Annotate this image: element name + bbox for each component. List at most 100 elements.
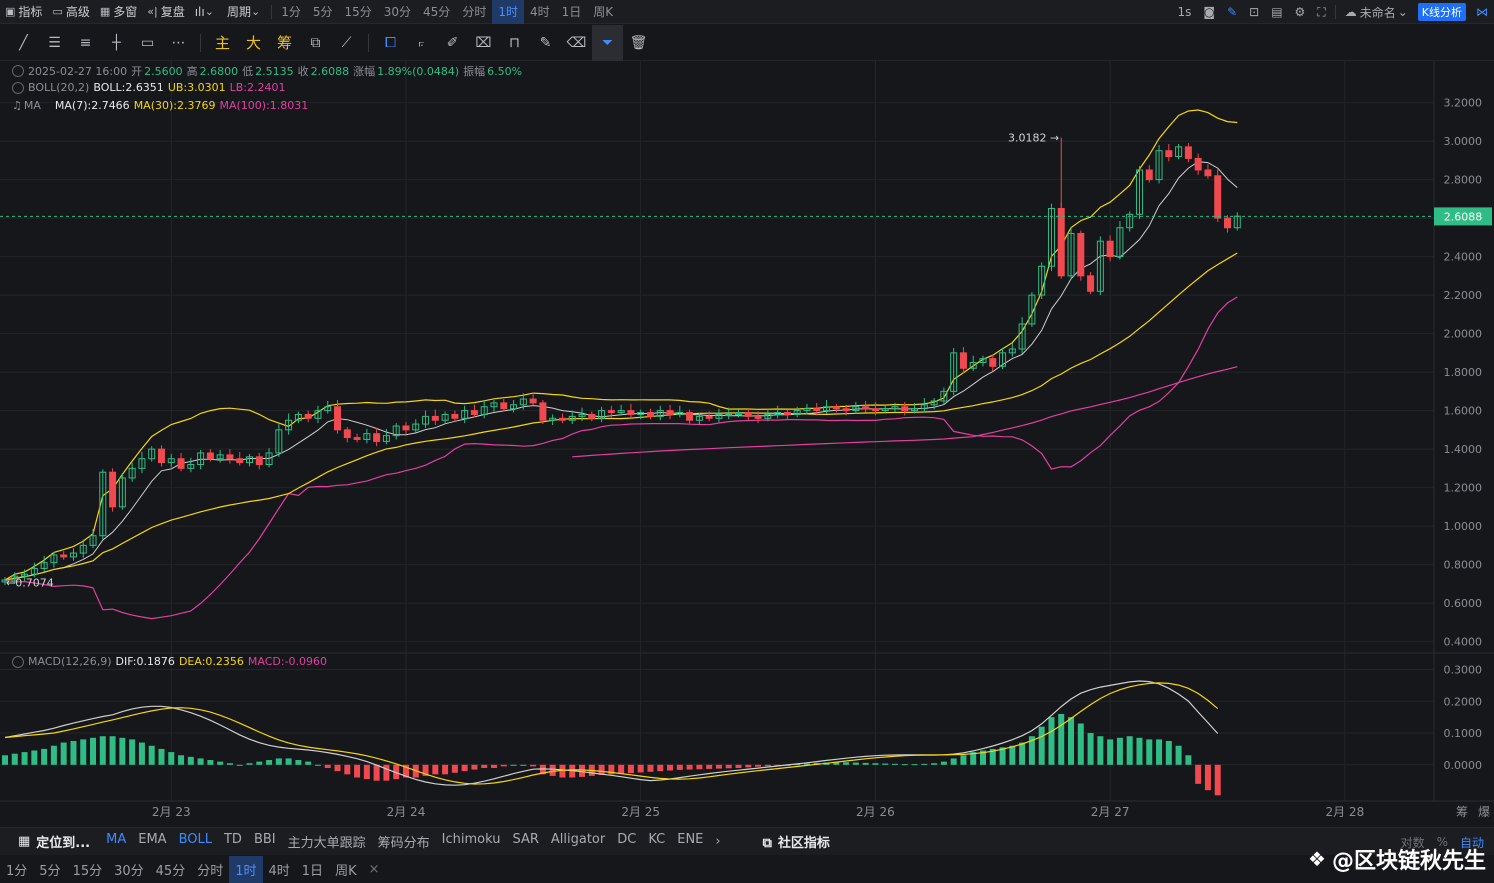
- ruler-icon[interactable]: ⟔: [418, 34, 425, 51]
- indicator-item[interactable]: MA: [106, 832, 127, 847]
- horizontal-lines-icon[interactable]: ≡: [79, 34, 92, 51]
- eye-icon[interactable]: [12, 81, 24, 94]
- period-tab[interactable]: 周K: [593, 5, 614, 19]
- community-indicators-button[interactable]: ⧉ 社区指标: [762, 836, 830, 851]
- chart-type-button[interactable]: ılı ⌄: [194, 4, 214, 19]
- indicator-item[interactable]: 主力大单跟踪: [287, 836, 366, 851]
- macd-bar: [921, 763, 928, 765]
- multi-window-button[interactable]: ▦ 多窗: [99, 5, 138, 19]
- period-dropdown[interactable]: 周期 ⌄: [226, 5, 261, 19]
- indicator-item[interactable]: TD: [223, 832, 242, 847]
- pen-icon[interactable]: ✎: [1227, 5, 1238, 19]
- advanced-button[interactable]: ▭ 高级: [52, 5, 90, 19]
- indicator-item[interactable]: BBI: [253, 832, 276, 847]
- measure-icon[interactable]: ⟋: [341, 34, 352, 51]
- lock-icon[interactable]: ⊓: [509, 34, 520, 51]
- indicator-item[interactable]: EMA: [138, 832, 167, 847]
- macd-bar: [295, 760, 302, 765]
- divider: [200, 33, 201, 52]
- more-tools-icon[interactable]: ⋯: [171, 34, 186, 51]
- period-tab[interactable]: 15分: [344, 5, 372, 19]
- indicator-item[interactable]: 筹码分布: [377, 836, 430, 851]
- chips-button[interactable]: 筹: [276, 34, 292, 52]
- period-tab[interactable]: 分时: [462, 5, 487, 19]
- macd-bar: [1038, 726, 1045, 765]
- parallel-lines-icon[interactable]: ☰: [48, 34, 61, 51]
- trash-icon[interactable]: 🗑: [629, 34, 648, 51]
- percent-scale-toggle[interactable]: %: [1436, 835, 1448, 849]
- bookmark-icon[interactable]: ⊡: [1249, 5, 1260, 19]
- bottom-period-tab[interactable]: 1时: [229, 856, 263, 883]
- template-icon[interactable]: ▤: [1271, 5, 1283, 19]
- interval-label[interactable]: 1s: [1177, 5, 1192, 19]
- share-icon[interactable]: ⋈: [1476, 5, 1488, 19]
- edit-icon[interactable]: ✎: [539, 34, 552, 51]
- layout-dropdown[interactable]: ☁ 未命名 ⌄: [1344, 5, 1408, 20]
- candle-body: [627, 410, 635, 415]
- chart-compare-icon[interactable]: ⧉: [310, 34, 321, 51]
- bottom-period-tab[interactable]: 周K: [335, 864, 357, 879]
- period-tab[interactable]: 1分: [281, 5, 301, 19]
- macd-bar: [236, 764, 243, 766]
- candle-body: [1175, 146, 1183, 157]
- bell-icon[interactable]: ♫: [12, 99, 22, 112]
- filter-icon[interactable]: ⏷: [592, 24, 623, 61]
- indicator-item[interactable]: ENE: [677, 832, 704, 847]
- trend-line-icon[interactable]: ╱: [19, 34, 28, 51]
- replay-icon: «|: [147, 5, 158, 18]
- macd-bar: [657, 764, 664, 772]
- period-tab[interactable]: 1日: [561, 5, 582, 19]
- eye-icon[interactable]: [12, 65, 24, 77]
- indicator-item[interactable]: SAR: [512, 832, 539, 847]
- macd-bar: [461, 764, 468, 772]
- period-tab[interactable]: 30分: [383, 5, 412, 19]
- copy-icon[interactable]: ⧠: [384, 34, 397, 51]
- macd-bar: [549, 764, 556, 776]
- bottom-period-tab[interactable]: 分时: [197, 864, 224, 879]
- period-tab[interactable]: 45分: [423, 5, 451, 19]
- period-tab[interactable]: 4时: [529, 5, 550, 19]
- locate-button[interactable]: ▦ 定位到...: [18, 834, 91, 851]
- indicator-item[interactable]: Ichimoku: [441, 832, 501, 847]
- legend-datetime: 2025-02-27 16:00: [28, 64, 128, 78]
- bottom-period-tab[interactable]: 45分: [155, 864, 186, 879]
- big-order-button[interactable]: 大: [245, 34, 261, 52]
- price-chart[interactable]: 3.20003.00002.80002.60002.40002.20002.00…: [0, 61, 1494, 827]
- bottom-period-tab[interactable]: 1分: [6, 864, 28, 879]
- period-tab[interactable]: 5分: [312, 5, 333, 19]
- bottom-period-tab[interactable]: 5分: [39, 864, 61, 879]
- cross-line-icon[interactable]: ┼: [112, 34, 121, 51]
- price-tick-label: 0.4000: [1444, 636, 1483, 649]
- period-tab[interactable]: 1时: [492, 0, 524, 24]
- indicator-item[interactable]: Alligator: [550, 832, 606, 847]
- main-force-button[interactable]: 主: [214, 34, 230, 52]
- auto-scale-toggle[interactable]: 自动: [1459, 835, 1484, 850]
- bottom-period-tab[interactable]: 15分: [72, 864, 103, 879]
- candle-body: [1038, 265, 1046, 296]
- rectangle-icon[interactable]: ▭: [140, 34, 155, 51]
- more-indicators-button[interactable]: ›: [715, 834, 721, 849]
- bottom-period-tab[interactable]: 30分: [114, 864, 144, 879]
- brush-icon[interactable]: ✐: [446, 34, 459, 51]
- bottom-period-tab[interactable]: 4时: [268, 864, 290, 879]
- macd-bar: [363, 764, 370, 780]
- eye-icon[interactable]: [12, 655, 24, 668]
- indicator-item[interactable]: BOLL: [178, 832, 212, 847]
- camera-icon[interactable]: ◙: [1203, 5, 1216, 19]
- replay-button[interactable]: «| 复盘: [147, 5, 185, 19]
- indicators-button[interactable]: ▣ 指标: [5, 5, 43, 19]
- bottom-period-tab[interactable]: 1日: [301, 864, 324, 879]
- candle-body: [285, 419, 293, 431]
- k-analysis-button[interactable]: K线分析: [1417, 3, 1466, 21]
- eraser-icon[interactable]: ⌫: [566, 34, 587, 51]
- indicator-item[interactable]: KC: [648, 832, 666, 847]
- magnet-icon[interactable]: ⌧: [475, 34, 492, 51]
- fullscreen-icon[interactable]: ⛶: [1317, 4, 1326, 19]
- close-icon[interactable]: ×: [368, 862, 380, 877]
- candle-body: [871, 408, 879, 412]
- macd-bar: [402, 764, 409, 778]
- log-scale-toggle[interactable]: 对数: [1400, 835, 1425, 850]
- settings-icon[interactable]: ⚙: [1294, 5, 1306, 19]
- chart-area[interactable]: 3.20003.00002.80002.60002.40002.20002.00…: [0, 61, 1494, 827]
- indicator-item[interactable]: DC: [617, 832, 637, 847]
